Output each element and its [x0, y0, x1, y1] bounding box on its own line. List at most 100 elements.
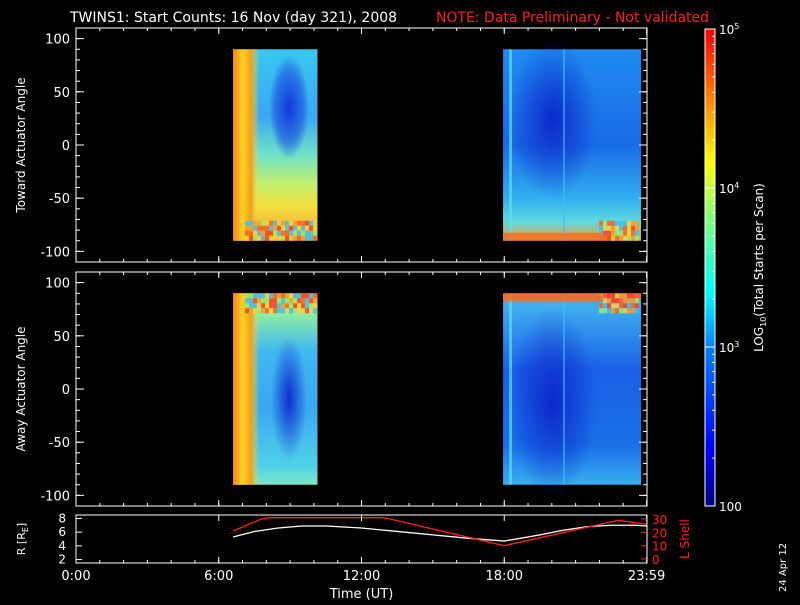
- heatmap-cell: [305, 220, 310, 226]
- heatmap-cell: [249, 293, 254, 299]
- heatmap-cell: [285, 230, 290, 236]
- heatmap-cell: [301, 293, 306, 299]
- heatmap-cell: [301, 308, 306, 314]
- heatmap-cell: [599, 303, 604, 309]
- heatmap-cell: [253, 298, 258, 304]
- heatmap-cell: [277, 220, 282, 226]
- heatmap-cell: [599, 220, 604, 226]
- heatmap-cell: [615, 220, 620, 226]
- heatmap-cell: [627, 308, 632, 314]
- heatmap-cell: [611, 308, 616, 314]
- heatmap-cell: [611, 293, 616, 299]
- heatmap-cell: [615, 308, 620, 314]
- away-data-block-1: [233, 293, 318, 485]
- heatmap-cell: [281, 235, 286, 241]
- colorbar-tick-label: 105: [719, 22, 739, 37]
- heatmap-cell: [265, 298, 270, 304]
- heatmap-cell: [623, 235, 628, 241]
- heatmap-cell: [277, 293, 282, 299]
- heatmap-stripe: [563, 49, 566, 241]
- heatmap-cell: [309, 220, 314, 226]
- heatmap-cell: [619, 298, 624, 304]
- heatmap-cell: [627, 225, 632, 231]
- heatmap-cell: [301, 225, 306, 231]
- heatmap-cell: [261, 308, 266, 314]
- y-axis-label: Toward Actuator Angle: [14, 77, 28, 213]
- heatmap-cell: [607, 235, 612, 241]
- heatmap-cell: [245, 225, 250, 231]
- heatmap-cell: [305, 235, 310, 241]
- heatmap-cell: [635, 303, 640, 309]
- heatmap-cell: [611, 235, 616, 241]
- heatmap-cell: [599, 225, 604, 231]
- colorbar-label: LOG10(Total Starts per Scan): [752, 183, 768, 352]
- heatmap-cell: [281, 298, 286, 304]
- heatmap-cell: [607, 220, 612, 226]
- heatmap-cell: [289, 235, 294, 241]
- heatmap-cell: [249, 303, 254, 309]
- colorbar: 100 103 104 105 LOG10(Total Starts per Scan): [704, 22, 768, 514]
- heatmap-cell: [257, 220, 262, 226]
- heatmap-cell: [297, 308, 302, 314]
- heatmap-cell: [305, 308, 310, 314]
- heatmap-cell: [269, 303, 274, 309]
- heatmap-cell: [281, 308, 286, 314]
- heatmap-cell: [615, 298, 620, 304]
- y-tick-label: -50: [49, 436, 70, 451]
- x-tick-label: 12:00: [343, 569, 380, 584]
- heatmap-cell: [619, 303, 624, 309]
- y-tick-label: -100: [40, 245, 70, 260]
- heatmap-cell: [297, 303, 302, 309]
- heatmap-cell: [297, 230, 302, 236]
- heatmap-cell: [253, 235, 258, 241]
- heatmap-cell: [265, 220, 270, 226]
- y-right-tick-label: 0: [652, 553, 660, 567]
- heatmap-cell: [313, 230, 318, 236]
- heatmap-cell: [301, 235, 306, 241]
- heatmap-cell: [293, 225, 298, 231]
- heatmap-cell: [281, 303, 286, 309]
- heatmap-cell: [631, 225, 636, 231]
- y-tick-label: -100: [40, 489, 70, 504]
- heatmap-cell: [293, 303, 298, 309]
- colorbar-tick-label: 100: [719, 500, 742, 514]
- heatmap-cell: [289, 220, 294, 226]
- heatmap-cell: [301, 220, 306, 226]
- heatmap-cell: [257, 308, 262, 314]
- heatmap-cell: [269, 308, 274, 314]
- heatmap-cell: [607, 303, 612, 309]
- heatmap-cell: [623, 220, 628, 226]
- heatmap-cell: [603, 308, 608, 314]
- away-data-block-2: [503, 293, 642, 499]
- heatmap-cell: [249, 225, 254, 231]
- heatmap-cell: [635, 298, 640, 304]
- heatmap-cell: [281, 293, 286, 299]
- heatmap-cell: [309, 298, 314, 304]
- heatmap-low-region: [269, 55, 310, 160]
- x-tick-label: 6:00: [204, 569, 233, 584]
- heatmap-cell: [257, 230, 262, 236]
- heatmap-cell: [599, 308, 604, 314]
- heatmap-cell: [631, 230, 636, 236]
- y-tick-label: 100: [45, 33, 70, 48]
- heatmap-cell: [623, 230, 628, 236]
- heatmap-cell: [301, 303, 306, 309]
- heatmap-cell: [273, 230, 278, 236]
- heatmap-cell: [261, 235, 266, 241]
- heatmap-cell: [603, 293, 608, 299]
- heatmap-cell: [309, 308, 314, 314]
- heatmap-cell: [285, 308, 290, 314]
- heatmap-cell: [623, 298, 628, 304]
- heatmap-cell: [273, 298, 278, 304]
- heatmap-cell: [313, 298, 318, 304]
- heatmap-cell: [615, 235, 620, 241]
- heatmap-cell: [631, 235, 636, 241]
- toward-data-block-2: [503, 39, 642, 241]
- heatmap-cell: [627, 293, 632, 299]
- heatmap-cell: [619, 308, 624, 314]
- heatmap-cell: [313, 220, 318, 226]
- y-right-tick-label: 30: [652, 513, 667, 527]
- heatmap-stripe: [509, 293, 513, 485]
- heatmap-stripe: [563, 293, 566, 485]
